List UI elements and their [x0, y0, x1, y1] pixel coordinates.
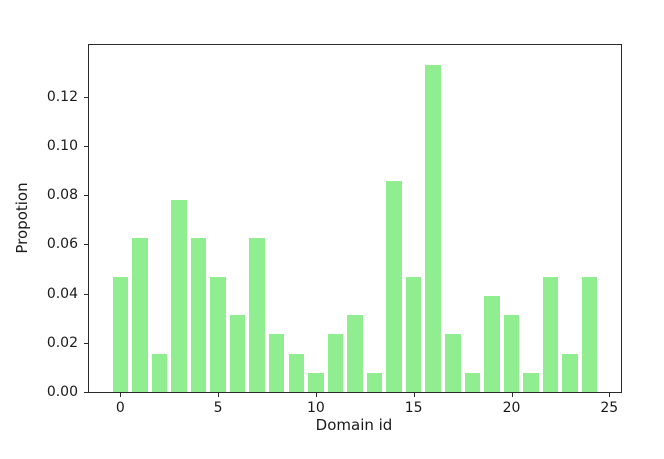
y-tick-mark: [84, 195, 88, 197]
x-tick-label: 25: [600, 400, 619, 416]
bar: [386, 180, 402, 392]
bar: [366, 372, 383, 392]
bar: [542, 276, 559, 392]
bar: [562, 353, 578, 392]
bar: [112, 276, 129, 392]
y-axis-label: Propotion: [13, 182, 31, 254]
x-tick-mark: [511, 393, 513, 397]
y-tick-mark: [84, 392, 88, 393]
x-tick-mark: [120, 393, 122, 397]
y-tick-label: 0.10: [46, 137, 78, 154]
bar: [308, 372, 324, 392]
x-tick-mark: [413, 393, 415, 397]
x-tick-mark: [609, 393, 611, 397]
y-tick-label: 0.04: [46, 285, 78, 302]
bar: [210, 276, 226, 392]
x-tick-label: 0: [115, 400, 125, 416]
bar: [151, 353, 168, 392]
bar: [190, 238, 207, 392]
bar: [288, 353, 305, 392]
y-tick-label: 0.08: [46, 187, 78, 204]
bar: [249, 238, 265, 392]
y-tick-mark: [84, 145, 88, 147]
bar: [484, 295, 500, 392]
y-tick-mark: [84, 293, 88, 295]
bar: [523, 372, 539, 392]
x-tick-label: 5: [213, 400, 223, 416]
y-tick-label: 0.00: [46, 384, 78, 400]
y-tick-label: 0.12: [46, 88, 78, 105]
x-tick-label: 10: [306, 400, 325, 416]
y-tick-label: 0.06: [46, 236, 78, 253]
bar: [581, 276, 598, 392]
bar: [503, 315, 520, 392]
x-axis-label: Domain id: [315, 416, 393, 434]
bar: [347, 315, 363, 392]
y-tick-mark: [84, 342, 88, 344]
bar: [405, 276, 422, 392]
x-tick-label: 15: [404, 400, 423, 416]
plot-area: [88, 44, 622, 393]
y-tick-mark: [84, 244, 88, 246]
x-tick-label: 20: [502, 400, 521, 416]
bar: [327, 334, 344, 392]
bar: [132, 238, 148, 392]
bar: [445, 334, 461, 392]
bar: [425, 65, 441, 392]
bar: [229, 315, 246, 392]
bar: [171, 199, 187, 392]
x-tick-mark: [315, 393, 317, 397]
bar: [464, 372, 481, 392]
y-tick-label: 0.02: [46, 334, 78, 351]
bar: [268, 334, 285, 392]
y-tick-mark: [84, 96, 88, 98]
x-tick-mark: [218, 393, 220, 397]
